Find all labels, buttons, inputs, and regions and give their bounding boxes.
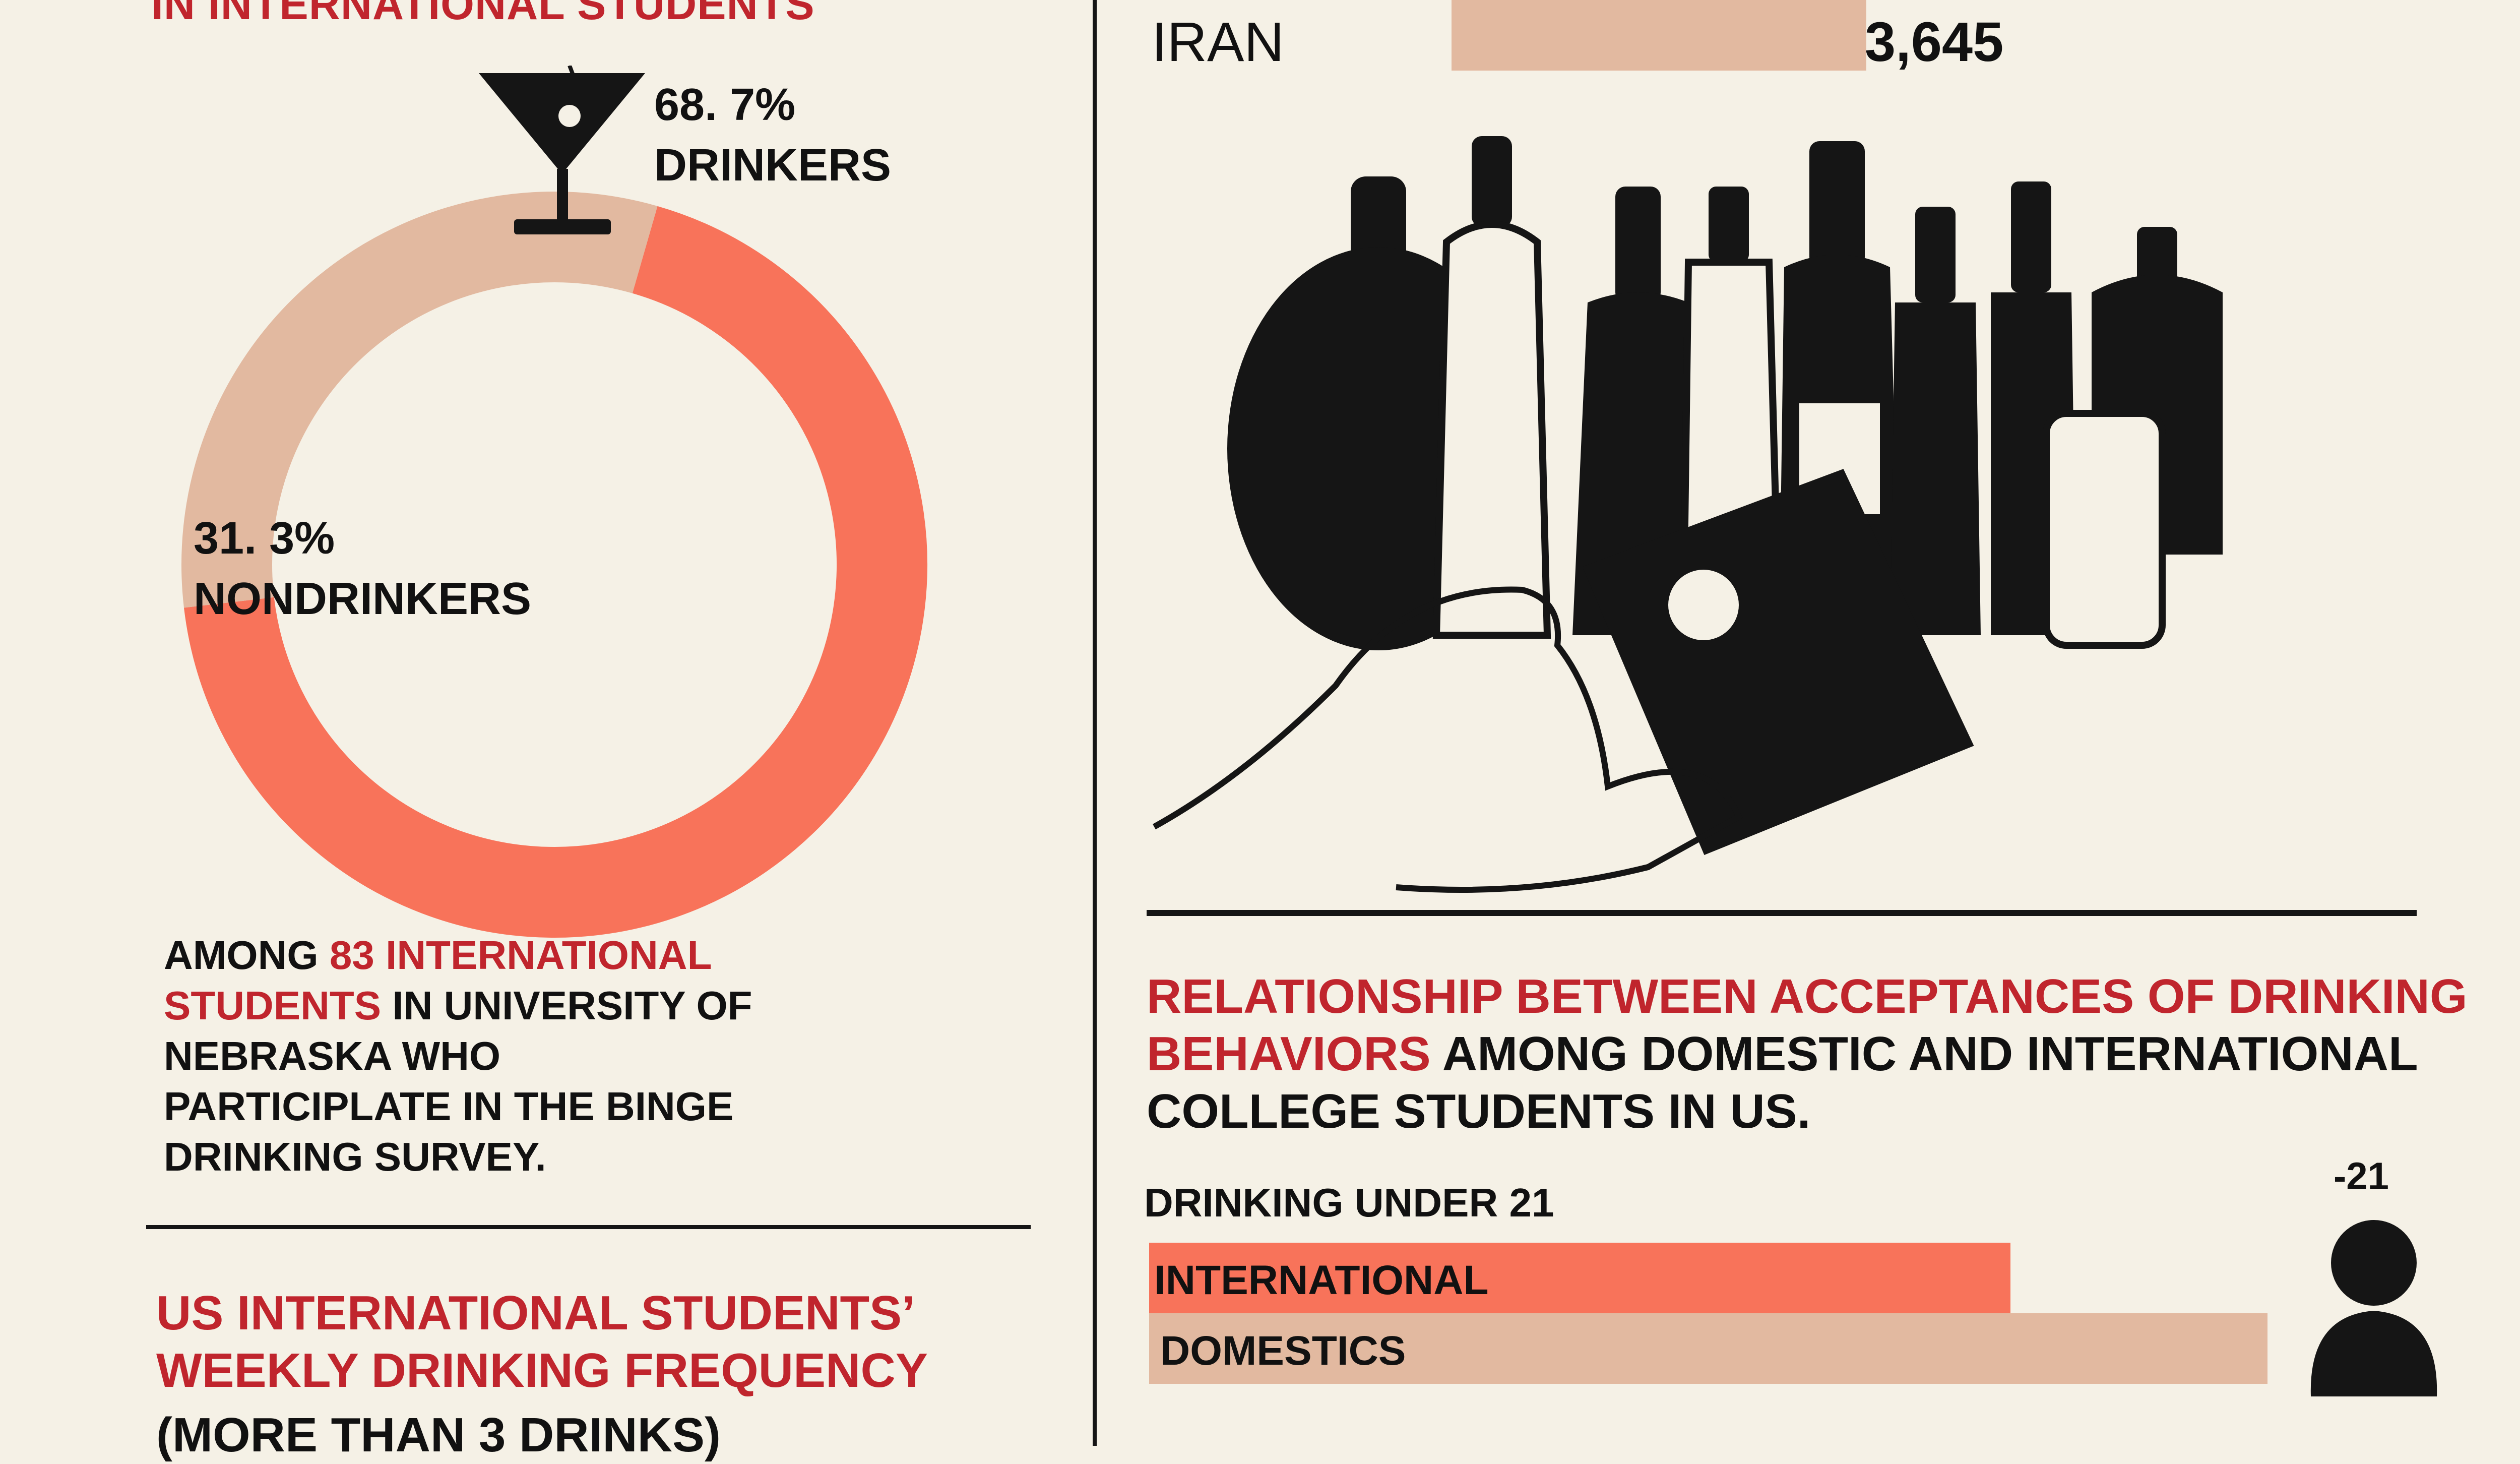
right-divider: [1147, 910, 2417, 916]
relationship-title-line2-black: AMONG DOMESTIC AND INTERNATIONAL: [1430, 1027, 2418, 1081]
drinkers-word-label: DRINKERS: [654, 140, 892, 191]
age-label: -21: [2334, 1155, 2389, 1198]
weekly-frequency-subtitle: (MORE THAN 3 DRINKS): [156, 1408, 721, 1462]
donut-slice-nondrinkers: [181, 192, 658, 608]
iran-label: IRAN: [1152, 11, 1284, 73]
nondrinkers-word-label: NONDRINKERS: [194, 574, 532, 624]
relationship-title-line2: BEHAVIORS AMONG DOMESTIC AND INTERNATION…: [1147, 1025, 2418, 1083]
martini-glass-icon: [479, 66, 645, 234]
bar-label-international: INTERNATIONAL: [1154, 1257, 1489, 1303]
bar-international: [1149, 1243, 2010, 1313]
survey-note: AMONG 83 INTERNATIONAL STUDENTS IN UNIVE…: [164, 930, 794, 1182]
bar-label-domestics: DOMESTICS: [1160, 1328, 1406, 1374]
weekly-frequency-title-line2: WEEKLY DRINKING FREQUENCY: [156, 1344, 928, 1397]
bottles-passport-illustration: [1153, 136, 2223, 893]
weekly-frequency-title-line1: US INTERNATIONAL STUDENTS’: [156, 1286, 915, 1340]
note-suffix: IN UNIVERSITY OF NEBRASKA WHO PARTICIPLA…: [164, 983, 752, 1179]
iran-value: 3,645: [1865, 11, 2004, 73]
note-highlight: 83 INTERNATIONAL STUDENTS: [164, 933, 711, 1028]
relationship-title-line2-red: BEHAVIORS: [1147, 1027, 1431, 1081]
category-label: DRINKING UNDER 21: [1144, 1180, 1554, 1225]
iran-bar: [1452, 0, 1866, 71]
relationship-title-line3: COLLEGE STUDENTS IN US.: [1147, 1084, 1811, 1138]
relationship-title-line1: RELATIONSHIP BETWEEN ACCEPTANCES OF DRIN…: [1147, 969, 2468, 1023]
bar-domestics: [1149, 1313, 2267, 1384]
left-section-title: IN INTERNATIONAL STUDENTS: [151, 0, 815, 29]
note-prefix: AMONG: [164, 933, 330, 978]
nondrinkers-percent-label: 31. 3%: [194, 513, 335, 564]
person-icon: [2310, 1220, 2437, 1396]
center-divider: [1093, 0, 1097, 1446]
donut-chart: [181, 192, 927, 938]
left-divider: [146, 1225, 1031, 1229]
drinkers-percent-label: 68. 7%: [654, 80, 796, 130]
donut-slice-drinkers: [183, 206, 927, 938]
